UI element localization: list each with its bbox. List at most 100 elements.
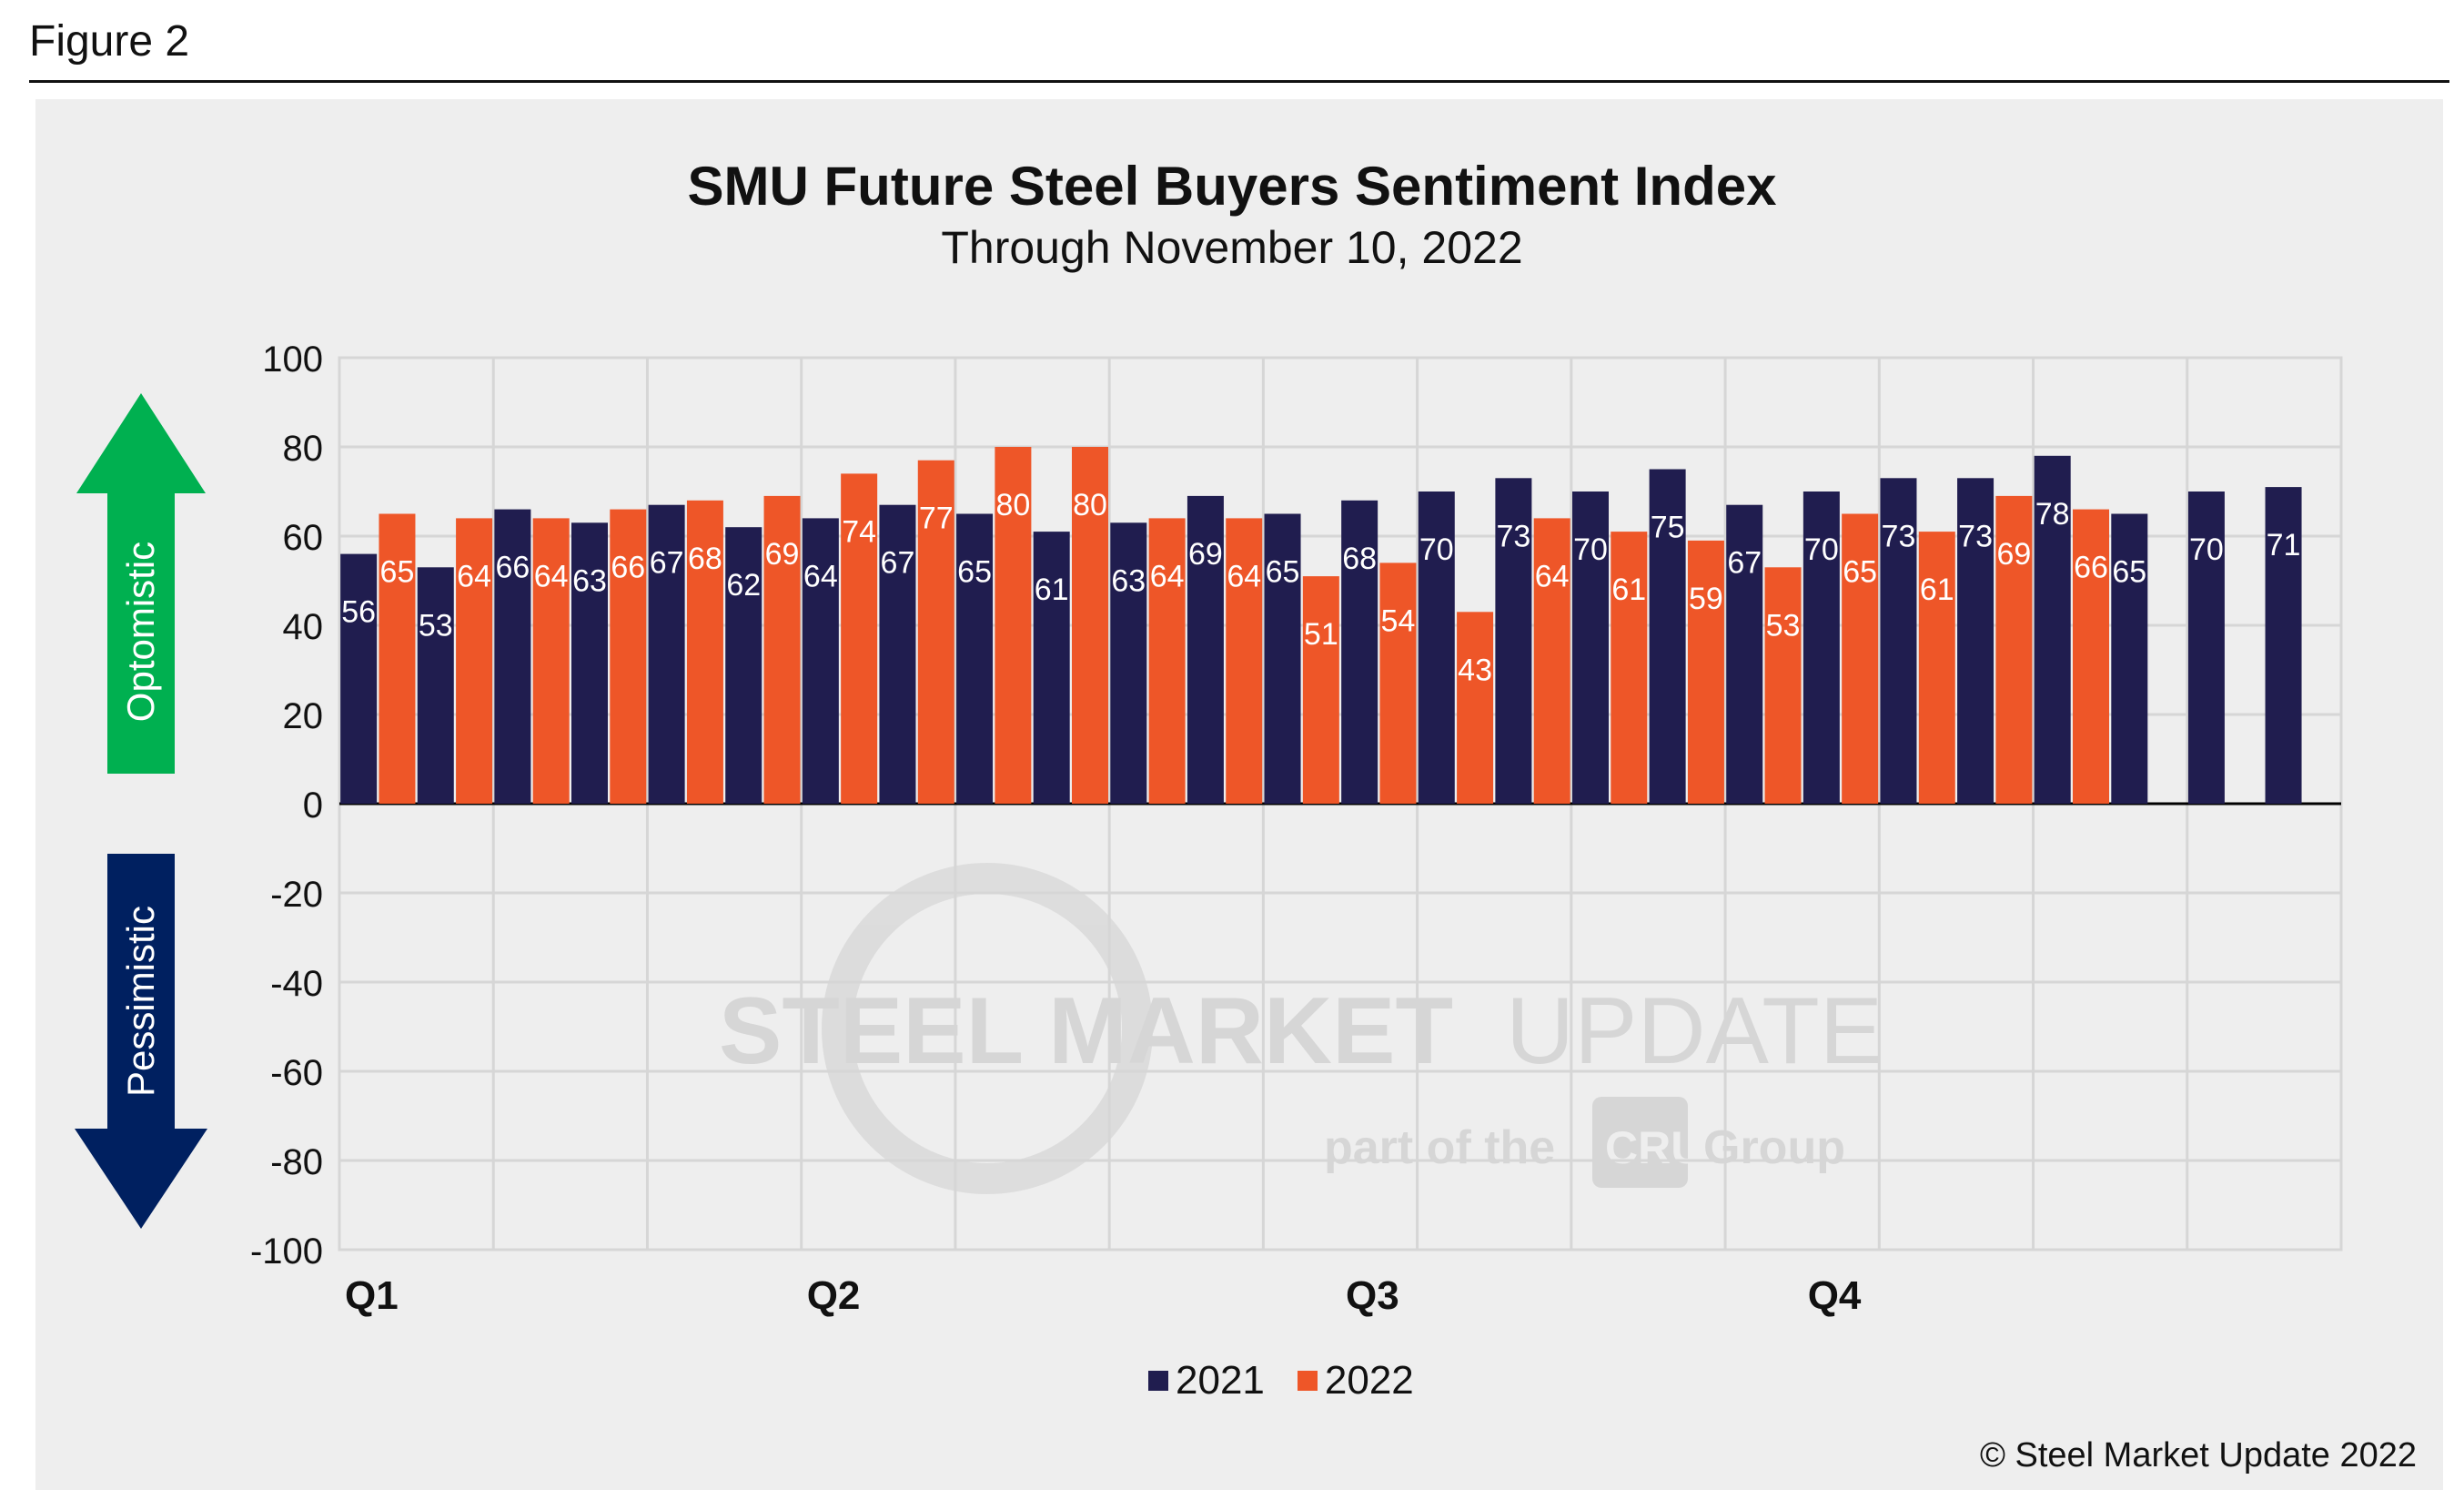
pessimistic-label: Pessimistic <box>119 906 162 1097</box>
y-tick-label: -20 <box>270 875 323 915</box>
bar-label-2022: 51 <box>1304 617 1338 652</box>
x-quarter-label: Q3 <box>1346 1273 1399 1318</box>
bar-2022 <box>1457 612 1494 804</box>
y-tick-label: 40 <box>283 607 324 647</box>
bar-label-2022: 66 <box>2074 551 2108 585</box>
bar-2021 <box>1495 478 1532 804</box>
bar-label-2021: 67 <box>881 546 915 581</box>
x-axis-quarter-labels: Q1 Q2 Q3 Q4 <box>345 1273 1862 1318</box>
bar-label-2022: 77 <box>919 502 954 536</box>
bar-2022 <box>1533 518 1570 804</box>
bar-label-2021: 67 <box>1727 546 1762 581</box>
bar-2021 <box>2265 487 2302 804</box>
bar-2021 <box>1726 504 1763 804</box>
bar-2021 <box>2187 492 2225 804</box>
bar-2021 <box>802 518 839 804</box>
bar-label-2022: 68 <box>688 542 722 576</box>
bar-label-2021: 65 <box>957 555 992 590</box>
watermark-logo-box <box>1592 1097 1688 1188</box>
bar-label-2021: 70 <box>2189 532 2224 567</box>
bar-label-2021: 67 <box>650 546 684 581</box>
bar-2022 <box>1995 495 2033 804</box>
bar-2021 <box>879 504 916 804</box>
bar-label-2022: 43 <box>1458 653 1492 687</box>
bar-2022 <box>841 473 878 804</box>
figure-label: Figure 2 <box>29 17 190 66</box>
bar-2022 <box>1764 567 1802 804</box>
watermark-swoosh <box>822 863 1153 1194</box>
legend-swatch-2021 <box>1148 1371 1168 1391</box>
legend-swatch-2022 <box>1297 1371 1318 1391</box>
legend: 2021 2022 <box>1148 1358 1447 1404</box>
bar-label-2021: 65 <box>1266 555 1300 590</box>
bar-2021 <box>1187 495 1224 804</box>
y-tick-label: -60 <box>270 1053 323 1093</box>
bar-2021 <box>1803 492 1840 804</box>
bar-label-2021: 56 <box>341 595 376 630</box>
bar-label-2021: 61 <box>1035 573 1069 607</box>
bar-2022 <box>2073 509 2109 804</box>
optimistic-label: Optomistic <box>119 542 162 722</box>
bar-2021 <box>1264 513 1301 804</box>
bar-2022 <box>1687 540 1724 804</box>
watermark: STEEL MARKET UPDATE part of the CRU Grou… <box>719 863 1883 1194</box>
bar-label-2022: 74 <box>842 514 876 549</box>
bar-label-2022: 64 <box>1150 559 1185 593</box>
chart-title: SMU Future Steel Buyers Sentiment Index <box>687 156 1777 217</box>
bar-label-2021: 71 <box>2267 528 2301 562</box>
bar-label-2021: 70 <box>1573 532 1608 567</box>
x-quarter-label: Q2 <box>807 1273 861 1318</box>
chart-subtitle: Through November 10, 2022 <box>941 222 1523 273</box>
bar-label-2021: 66 <box>495 551 530 585</box>
bar-2021 <box>2111 513 2148 804</box>
legend-label-2021: 2021 <box>1176 1358 1265 1403</box>
bar-label-2022: 61 <box>1920 573 1954 607</box>
bar-2022 <box>1302 576 1339 804</box>
x-quarter-label: Q4 <box>1808 1273 1862 1318</box>
bar-label-2022: 64 <box>457 559 491 593</box>
bar-2021 <box>1957 478 1994 804</box>
bar-label-2021: 70 <box>1804 532 1839 567</box>
y-axis-ticks: 100 80 60 40 20 0 -20 -40 -60 -80 -100 <box>250 339 323 1272</box>
bar-label-2022: 80 <box>1073 488 1107 522</box>
bar-2022 <box>379 513 416 804</box>
bar-2022 <box>686 500 723 804</box>
bar-2021 <box>1649 469 1686 804</box>
bar-2022 <box>532 518 570 804</box>
legend-item-2021: 2021 <box>1148 1358 1265 1404</box>
y-tick-label: 100 <box>262 339 323 380</box>
pessimistic-arrow: Pessimistic <box>75 854 207 1229</box>
bar-label-2021: 68 <box>1342 542 1377 576</box>
legend-label-2022: 2022 <box>1324 1358 1414 1403</box>
bar-2022 <box>1226 518 1263 804</box>
up-arrow-icon <box>76 393 206 774</box>
bar-2021 <box>1418 492 1455 804</box>
watermark-logo-text: CRU <box>1605 1122 1703 1173</box>
bar-label-2022: 64 <box>1535 559 1570 593</box>
bar-series <box>340 447 2302 804</box>
bar-2021 <box>1880 478 1917 804</box>
bar-label-2021: 64 <box>803 559 838 593</box>
bar-label-2022: 54 <box>1381 603 1416 638</box>
bar-2022 <box>456 518 493 804</box>
watermark-main-light: UPDATE <box>1506 978 1883 1084</box>
bar-2022 <box>1379 562 1417 804</box>
bar-2021 <box>571 522 608 804</box>
bar-label-2021: 73 <box>1882 519 1916 553</box>
y-tick-label: 20 <box>283 696 324 736</box>
bar-2022 <box>1148 518 1186 804</box>
bar-label-2021: 78 <box>2035 497 2070 532</box>
bar-label-2022: 66 <box>611 551 645 585</box>
y-tick-label: 0 <box>303 785 323 826</box>
legend-item-2022: 2022 <box>1297 1358 1414 1404</box>
bar-label-2022: 59 <box>1689 582 1723 616</box>
bar-label-2021: 65 <box>2112 555 2146 590</box>
bar-label-2021: 75 <box>1651 511 1685 545</box>
y-tick-label: -100 <box>250 1231 323 1272</box>
bar-label-2021: 63 <box>1111 563 1146 598</box>
bar-label-2022: 53 <box>1766 608 1801 643</box>
bar-label-2021: 73 <box>1958 519 1993 553</box>
bar-2022 <box>1842 513 1879 804</box>
